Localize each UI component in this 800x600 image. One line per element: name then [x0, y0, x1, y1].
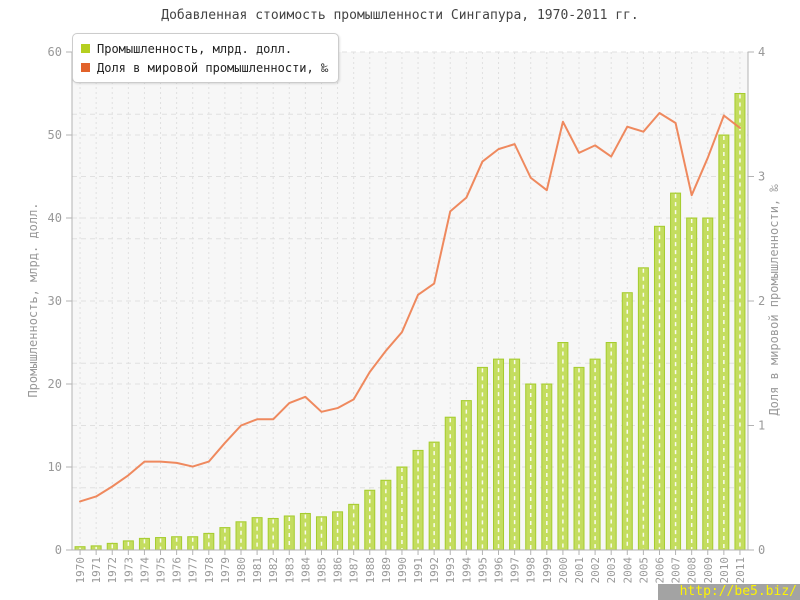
share-line	[79, 112, 741, 503]
x-tick-label-1976: 1976	[171, 557, 184, 584]
x-tick-label-1985: 1985	[315, 557, 328, 584]
x-tick-label-2006: 2006	[653, 557, 666, 584]
x-tick-label-1984: 1984	[299, 557, 312, 584]
bar-2003	[605, 342, 617, 551]
x-tick-label-1978: 1978	[203, 557, 216, 584]
x-tick-label-1996: 1996	[493, 557, 506, 584]
x-tick-label-1987: 1987	[348, 557, 361, 584]
x-tick-label-1977: 1977	[187, 557, 200, 584]
x-tick-label-1981: 1981	[251, 557, 264, 584]
x-tick-label-2002: 2002	[589, 557, 602, 584]
legend-item-share[interactable]: Доля в мировой промышленности, ‰	[81, 58, 328, 77]
x-tick-label-1999: 1999	[541, 557, 554, 584]
x-tick-label-1980: 1980	[235, 557, 248, 584]
chart-title: Добавленная стоимость промышленности Син…	[161, 8, 639, 23]
legend: Промышленность, млрд. долл. Доля в миров…	[72, 33, 340, 83]
left-tick-label: 50	[48, 128, 62, 142]
x-tick-label-1971: 1971	[90, 557, 103, 584]
x-tick-label-1990: 1990	[396, 557, 409, 584]
x-tick-label-1982: 1982	[267, 557, 280, 584]
x-tick-label-1979: 1979	[219, 557, 232, 584]
x-tick-label-1994: 1994	[460, 557, 473, 584]
x-tick-label-2000: 2000	[557, 557, 570, 584]
x-tick-label-1992: 1992	[428, 557, 441, 584]
x-tick-label-2011: 2011	[734, 557, 747, 584]
x-tick-label-1995: 1995	[476, 557, 489, 584]
x-tick-label-2004: 2004	[621, 557, 634, 584]
legend-label-industry: Промышленность, млрд. долл.	[97, 41, 293, 56]
x-tick-label-1973: 1973	[122, 557, 135, 584]
left-tick-label: 20	[48, 377, 62, 391]
right-tick-label: 1	[758, 419, 765, 433]
x-tick-label-1986: 1986	[332, 557, 345, 584]
x-tick-label-2008: 2008	[686, 557, 699, 584]
right-tick-label: 3	[758, 170, 765, 184]
left-tick-label: 10	[48, 460, 62, 474]
right-tick-label: 0	[758, 543, 765, 557]
x-tick-label-1993: 1993	[444, 557, 457, 584]
share-series-marker-icon	[81, 63, 90, 72]
left-axis-title: Промышленность, млрд. долл.	[26, 202, 40, 398]
bar-2010	[718, 134, 730, 551]
x-tick-label-2009: 2009	[702, 557, 715, 584]
x-tick-label-2001: 2001	[573, 557, 586, 584]
legend-label-share: Доля в мировой промышленности, ‰	[97, 60, 329, 75]
watermark-link[interactable]: http://be5.biz/	[657, 584, 800, 600]
right-tick-label: 4	[758, 45, 765, 59]
x-tick-label-1975: 1975	[155, 557, 168, 584]
x-tick-label-2010: 2010	[718, 557, 731, 584]
left-tick-label: 30	[48, 294, 62, 308]
x-tick-label-2003: 2003	[605, 557, 618, 584]
bar-2000	[557, 342, 569, 551]
x-tick-label-1972: 1972	[106, 557, 119, 584]
bar-1987	[348, 503, 360, 551]
x-tick-label-1989: 1989	[380, 557, 393, 584]
x-tick-label-1983: 1983	[283, 557, 296, 584]
x-tick-label-1998: 1998	[525, 557, 538, 584]
x-tick-label-1974: 1974	[138, 557, 151, 584]
x-tick-label-1991: 1991	[412, 557, 425, 584]
x-tick-label-1997: 1997	[509, 557, 522, 584]
left-tick-label: 40	[48, 211, 62, 225]
industry-series-marker-icon	[81, 44, 90, 53]
right-axis-title: Доля в мировой промышленности, ‰	[767, 184, 781, 416]
right-tick-label: 2	[758, 294, 765, 308]
x-tick-label-2007: 2007	[670, 557, 683, 584]
x-tick-label-2005: 2005	[637, 557, 650, 584]
left-tick-label: 60	[48, 45, 62, 59]
x-tick-label-1988: 1988	[364, 557, 377, 584]
legend-item-industry[interactable]: Промышленность, млрд. долл.	[81, 39, 328, 58]
x-tick-label-1970: 1970	[74, 557, 87, 584]
left-tick-label: 0	[55, 543, 62, 557]
